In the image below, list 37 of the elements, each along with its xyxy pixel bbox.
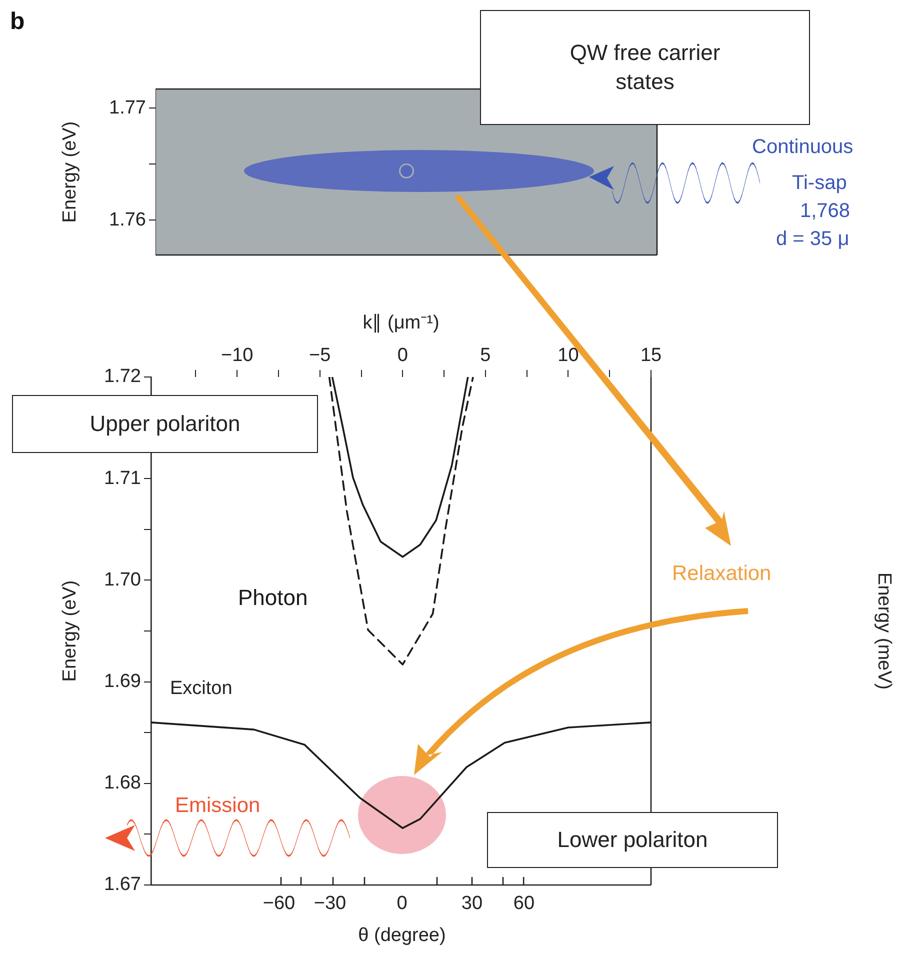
- x-tick-label: 0: [397, 344, 408, 366]
- x-tick-label: −5: [309, 344, 331, 366]
- y-axis-title: Energy (eV): [60, 121, 81, 223]
- y-tick-label: 1.68: [104, 772, 141, 794]
- text: 30: [461, 893, 483, 915]
- y-tick-label: 1.72: [104, 366, 141, 388]
- text: Continuous: [752, 136, 854, 159]
- y-tick-label: 1.70: [104, 569, 141, 590]
- text: θ (degree): [358, 925, 446, 947]
- x-tick-label: 10: [558, 344, 579, 366]
- text: b: [10, 8, 25, 36]
- y2-axis-title: Energy (meV): [873, 572, 894, 690]
- text: Relaxation: [672, 562, 772, 586]
- text: Photon: [238, 585, 308, 611]
- y-tick-label: 1.76: [109, 209, 146, 230]
- y-tick-label: 1.77: [109, 97, 146, 118]
- band-label: QW free carrier states: [568, 38, 722, 96]
- y-axis-title: Energy (eV): [60, 580, 81, 682]
- y-tick-label: 1.69: [104, 671, 141, 692]
- annotation: Exciton: [170, 678, 232, 700]
- text: 0: [396, 893, 408, 915]
- x-tick-label: 5: [480, 344, 491, 366]
- text: Lower polariton: [557, 827, 708, 853]
- x-tick-label: 15: [640, 344, 662, 366]
- text: 60: [513, 893, 535, 915]
- x-axis-title: k∥ (μm⁻¹): [362, 312, 440, 334]
- text: −60: [262, 893, 296, 915]
- y-tick-label: 1.67: [104, 874, 141, 896]
- text: −30: [314, 893, 346, 915]
- text: d = 35 μ: [776, 228, 850, 251]
- text: 1,768: [800, 200, 850, 223]
- line-series: [328, 377, 474, 666]
- y-tick-label: 1.71: [104, 468, 141, 489]
- x-tick-label: −10: [220, 344, 254, 366]
- text: Ti-sap: [792, 172, 847, 195]
- text: Upper polariton: [90, 411, 240, 437]
- annotation: Emission: [175, 794, 260, 818]
